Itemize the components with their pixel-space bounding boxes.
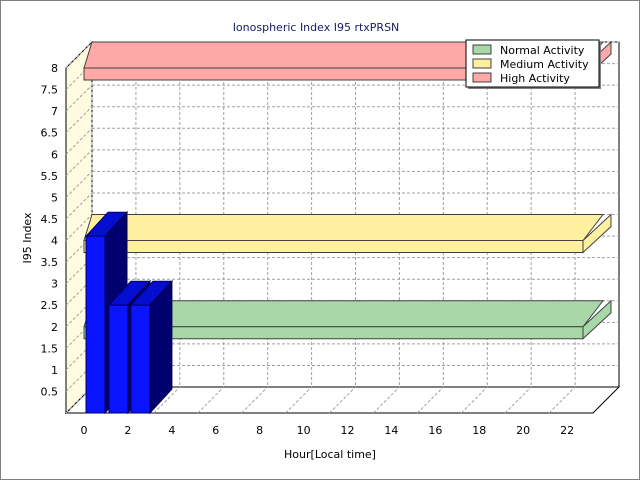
x-tick-label: 4 xyxy=(168,424,175,437)
y-tick-label: 3 xyxy=(51,278,58,291)
y-tick-label: 2.5 xyxy=(41,299,59,312)
y-tick-label: 4.5 xyxy=(41,213,59,226)
band-side xyxy=(582,299,612,340)
x-gridline-floor xyxy=(153,386,181,414)
y-gridline-side xyxy=(65,171,93,198)
plot-area: 0.5 1 1.5 2 2.5 3 3.5 4 4.5 5 5.5 6 6.5 7 7.5 8 0 2 4 6 8 10 1… xyxy=(41,40,621,437)
x-gridline-floor xyxy=(548,386,576,414)
y-tick-label: 1 xyxy=(51,364,58,377)
x-gridline-floor xyxy=(460,386,488,414)
x-gridline-floor xyxy=(504,386,532,414)
y-tick-label: 1.5 xyxy=(41,342,59,355)
legend-swatch xyxy=(472,58,492,69)
y-tick-label: 5 xyxy=(51,191,58,204)
band-top xyxy=(83,214,605,241)
y-tick-label: 8 xyxy=(51,62,58,75)
x-gridline-floor xyxy=(197,386,225,414)
x-gridline-floor xyxy=(329,386,356,414)
x-gridline-floor xyxy=(416,386,444,414)
y-tick-label: 0.5 xyxy=(41,385,59,398)
legend-label: High Activity xyxy=(500,72,570,85)
y-gridline-side xyxy=(65,41,93,69)
x-tick-label: 16 xyxy=(428,424,442,437)
y-gridline-side xyxy=(65,84,93,112)
x-tick-label: 12 xyxy=(341,424,355,437)
y-axis-label: I95 Index xyxy=(21,212,34,264)
y-tick-label: 6 xyxy=(51,148,58,161)
y-gridline-side xyxy=(65,127,93,155)
legend-swatch xyxy=(472,72,492,83)
x-axis-label: Hour[Local time] xyxy=(284,448,376,461)
x-gridline-floor xyxy=(285,386,312,414)
y-tick-label: 6.5 xyxy=(41,127,59,140)
y-tick-label: 2 xyxy=(51,321,58,334)
legend-label: Medium Activity xyxy=(500,58,589,71)
x-tick-label: 20 xyxy=(516,424,530,437)
y-tick-label: 7.5 xyxy=(41,84,59,97)
legend-label: Normal Activity xyxy=(500,44,585,57)
x-tick-label: 2 xyxy=(124,424,131,437)
y-tick-label: 4 xyxy=(51,235,58,248)
x-gridline-floor xyxy=(241,386,269,414)
bar-side xyxy=(149,279,173,415)
y-gridline-side xyxy=(65,149,93,177)
bar xyxy=(85,235,106,414)
bar xyxy=(108,304,129,414)
y-tick-label: 7 xyxy=(51,105,58,118)
band-side xyxy=(582,213,612,254)
y-gridline-side xyxy=(65,106,93,134)
y-tick-label: 3.5 xyxy=(41,256,59,269)
x-tick-label: 8 xyxy=(256,424,263,437)
legend-swatch xyxy=(472,44,492,55)
activity-band xyxy=(83,240,584,253)
x-tick-label: 18 xyxy=(472,424,486,437)
x-tick-label: 10 xyxy=(297,424,311,437)
y-gridline-side xyxy=(65,192,93,220)
x-gridline-floor xyxy=(373,386,400,414)
chart-title: Ionospheric Index I95 rtxPRSN xyxy=(233,21,400,34)
bar xyxy=(130,304,151,414)
y-tick-label: 5.5 xyxy=(41,170,59,183)
x-tick-label: 0 xyxy=(81,424,88,437)
y-gridline-side xyxy=(65,214,93,241)
x-tick-label: 6 xyxy=(212,424,219,437)
x-tick-label: 14 xyxy=(384,424,398,437)
x-tick-label: 22 xyxy=(560,424,574,437)
